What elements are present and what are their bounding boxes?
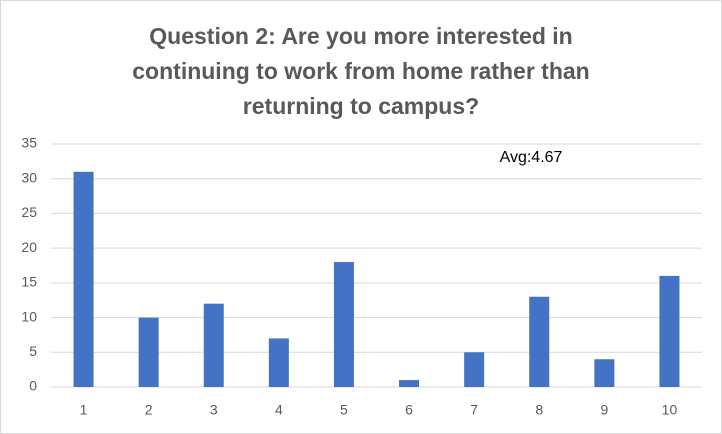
x-tick-label: 9 <box>600 402 608 418</box>
y-tick-label: 0 <box>29 378 37 394</box>
bar <box>73 171 94 387</box>
bar <box>464 352 485 387</box>
x-tick-label: 5 <box>340 402 348 418</box>
chart-title: Question 2: Are you more interested in c… <box>132 23 590 119</box>
bar <box>399 380 420 387</box>
bar <box>529 296 550 387</box>
bar <box>594 359 615 387</box>
bar <box>333 262 354 387</box>
bar <box>138 317 159 387</box>
y-tick-label: 5 <box>29 343 37 359</box>
bar <box>203 303 224 387</box>
x-tick-label: 7 <box>470 402 478 418</box>
x-tick-label: 10 <box>662 402 678 418</box>
bar <box>268 338 289 387</box>
y-tick-label: 20 <box>21 239 37 255</box>
x-tick-label: 4 <box>275 402 283 418</box>
bar <box>659 275 680 387</box>
x-tick-label: 6 <box>405 402 413 418</box>
x-tick-label: 3 <box>210 402 218 418</box>
annotation: Avg:4.67 <box>500 149 563 166</box>
x-tick-label: 8 <box>535 402 543 418</box>
y-tick-label: 35 <box>21 135 37 151</box>
y-tick-label: 30 <box>21 169 37 185</box>
y-tick-label: 10 <box>21 308 37 324</box>
y-tick-label: 15 <box>21 274 37 290</box>
x-tick-label: 2 <box>145 402 153 418</box>
x-tick-label: 1 <box>80 402 88 418</box>
y-tick-label: 25 <box>21 204 37 220</box>
